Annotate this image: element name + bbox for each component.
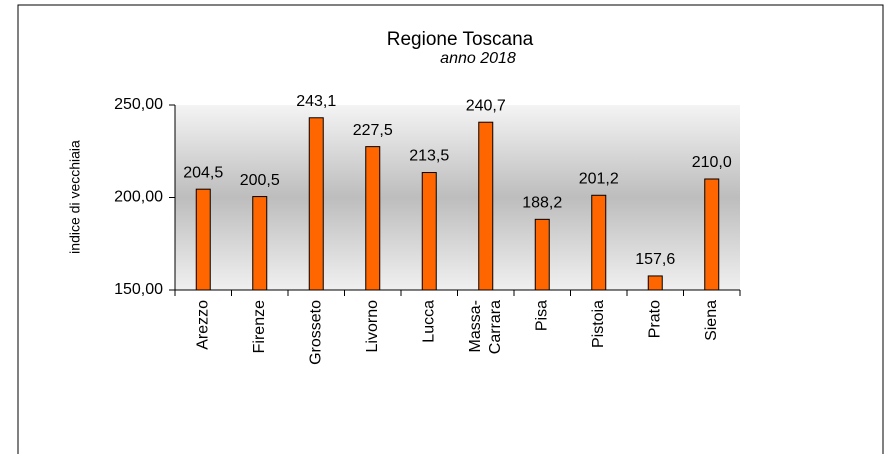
x-tick-label: Livorno [364,300,381,353]
y-tick-label: 200,00 [114,189,163,206]
value-label: 201,2 [579,170,619,187]
x-tick-label-line: Prato [646,300,663,338]
x-tick-label-line: Carrara [487,300,504,354]
x-tick-label: Firenze [251,300,268,353]
x-tick-label-line: Grosseto [307,300,324,365]
x-tick-label: Pisa [533,300,550,331]
x-tick-label-line: Firenze [251,300,268,353]
x-tick-label-line: Pisa [533,300,550,331]
value-label: 243,1 [296,93,336,110]
y-tick-label: 250,00 [114,96,163,113]
x-tick-label: Lucca [420,300,437,343]
frame [17,4,884,454]
bar [704,178,720,291]
x-tick-label-line: Arezzo [194,300,211,350]
x-tick-label-line: Siena [703,300,720,341]
value-label: 204,5 [183,164,223,181]
x-tick-label-line: Lucca [420,300,437,343]
chart-title: Regione Toscana [387,29,534,50]
bar [647,275,663,291]
chart-subtitle: anno 2018 [440,50,516,67]
bar [252,196,268,291]
x-tick-label-line: Massa- [467,300,484,352]
value-label: 157,6 [635,251,675,268]
value-label: 213,5 [409,148,449,165]
bar [591,194,607,291]
bar [365,146,381,291]
plot-area [175,105,740,290]
x-tick-label: Arezzo [194,300,211,350]
bar [308,117,324,291]
y-tick-label: 150,00 [114,281,163,298]
x-tick-label: Pistoia [590,300,607,348]
x-tick-label: Prato [646,300,663,338]
bar [195,188,211,291]
x-tick-label-line: Pistoia [590,300,607,348]
y-axis-title: indice di vecchiaia [67,140,83,254]
value-label: 210,0 [692,154,732,171]
value-label: 227,5 [353,122,393,139]
x-tick-label-line: Livorno [364,300,381,353]
bar [478,121,494,291]
value-label: 188,2 [522,195,562,212]
value-label: 200,5 [240,172,280,189]
x-tick-label: Siena [703,300,720,341]
bar [534,218,550,291]
x-tick-label: Grosseto [307,300,324,365]
value-label: 240,7 [466,97,506,114]
bar [421,172,437,291]
x-tick-label: Massa- Carrara [467,300,504,354]
